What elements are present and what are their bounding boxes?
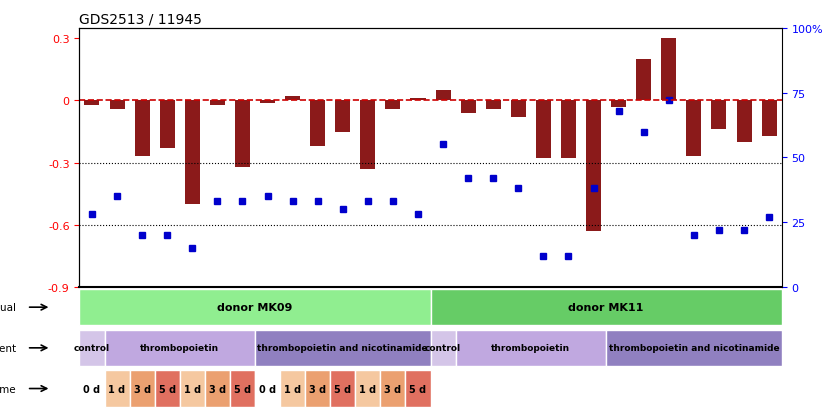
Bar (285, 97, 300, 101)
Bar (180, 370, 205, 407)
Text: agent: agent (0, 343, 16, 353)
Bar (661, 39, 676, 101)
Text: time: time (0, 384, 16, 394)
Bar (511, 101, 526, 118)
Text: 3 d: 3 d (134, 384, 150, 394)
Bar (431, 330, 456, 366)
Text: GDS2513 / 11945: GDS2513 / 11945 (79, 12, 202, 26)
Bar (79, 289, 431, 326)
Bar (380, 370, 405, 407)
Text: 1 d: 1 d (109, 384, 125, 394)
Bar (84, 101, 99, 105)
Bar (410, 99, 426, 101)
Bar (606, 330, 782, 366)
Text: control: control (425, 344, 461, 352)
Bar (561, 101, 576, 159)
Bar (486, 101, 501, 109)
Text: thrombopoietin and nicotinamide: thrombopoietin and nicotinamide (609, 344, 779, 352)
Bar (79, 330, 104, 366)
Bar (431, 289, 782, 326)
Text: 1 d: 1 d (284, 384, 301, 394)
Text: 0 d: 0 d (259, 384, 276, 394)
Bar (405, 370, 431, 407)
Bar (205, 370, 230, 407)
Bar (230, 370, 255, 407)
Text: 5 d: 5 d (234, 384, 251, 394)
Text: 1 d: 1 d (184, 384, 201, 394)
Text: 3 d: 3 d (385, 384, 401, 394)
Text: individual: individual (0, 302, 16, 312)
Bar (335, 101, 350, 132)
Bar (461, 101, 476, 114)
Bar (104, 330, 255, 366)
Bar (185, 101, 200, 204)
Bar (611, 101, 626, 107)
Bar (355, 370, 380, 407)
Bar (360, 101, 375, 169)
Bar (110, 101, 125, 109)
Text: 1 d: 1 d (359, 384, 376, 394)
Bar (130, 370, 155, 407)
Bar (305, 370, 330, 407)
Text: 0 d: 0 d (84, 384, 100, 394)
Text: control: control (74, 344, 110, 352)
Bar (737, 101, 752, 142)
Text: thrombopoietin: thrombopoietin (140, 344, 219, 352)
Bar (79, 370, 104, 407)
Text: thrombopoietin and nicotinamide: thrombopoietin and nicotinamide (257, 344, 428, 352)
Bar (280, 370, 305, 407)
Bar (436, 91, 451, 101)
Text: thrombopoietin: thrombopoietin (492, 344, 570, 352)
Text: donor MK09: donor MK09 (217, 302, 293, 312)
Bar (235, 101, 250, 167)
Bar (255, 370, 280, 407)
Text: 3 d: 3 d (309, 384, 326, 394)
Bar (762, 101, 777, 136)
Bar (104, 370, 130, 407)
Bar (456, 330, 606, 366)
Bar (210, 101, 225, 105)
Bar (310, 101, 325, 147)
Bar (586, 101, 601, 231)
Bar (160, 101, 175, 149)
Bar (135, 101, 150, 157)
Bar (260, 101, 275, 103)
Bar (385, 101, 400, 109)
Bar (330, 370, 355, 407)
Text: donor MK11: donor MK11 (568, 302, 644, 312)
Text: 5 d: 5 d (159, 384, 176, 394)
Bar (711, 101, 726, 130)
Text: 5 d: 5 d (410, 384, 426, 394)
Text: 3 d: 3 d (209, 384, 226, 394)
Bar (686, 101, 701, 157)
Text: 5 d: 5 d (334, 384, 351, 394)
Bar (536, 101, 551, 159)
Bar (255, 330, 431, 366)
Bar (155, 370, 180, 407)
Bar (636, 60, 651, 101)
